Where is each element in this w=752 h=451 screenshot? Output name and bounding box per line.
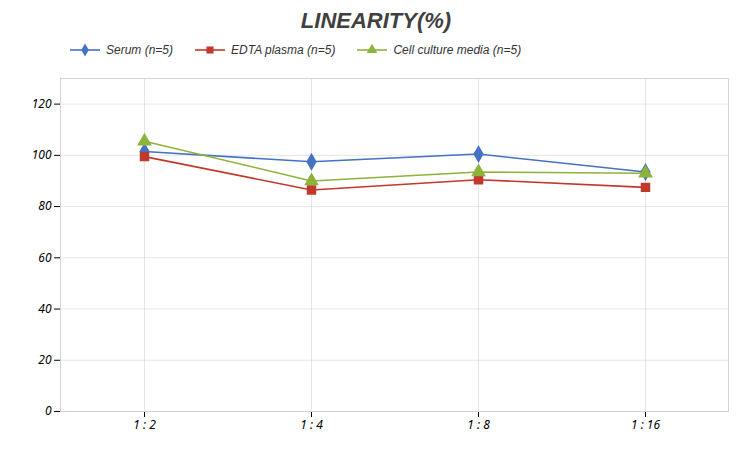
svg-text:60: 60 bbox=[38, 249, 52, 266]
svg-text:100: 100 bbox=[32, 146, 52, 163]
html-text:EDTA plasma (n=5): EDTA plasma (n=5) bbox=[231, 43, 336, 57]
svg-text:120: 120 bbox=[32, 95, 52, 112]
html-text:Cell culture media (n=5): Cell culture media (n=5) bbox=[393, 43, 522, 57]
svg-text:1 : 8: 1 : 8 bbox=[467, 416, 490, 433]
svg-text:1 : 4: 1 : 4 bbox=[300, 416, 323, 433]
svg-text:20: 20 bbox=[38, 351, 52, 368]
html-text:LINEARITY(%): LINEARITY(%) bbox=[300, 8, 452, 33]
svg-text:80: 80 bbox=[38, 197, 52, 214]
svg-text:1 : 16: 1 : 16 bbox=[631, 416, 661, 433]
svg-text:0: 0 bbox=[45, 402, 52, 419]
svg-text:40: 40 bbox=[38, 300, 52, 317]
html-text:Serum (n=5): Serum (n=5) bbox=[106, 43, 173, 57]
svg-text:1 : 2: 1 : 2 bbox=[133, 416, 156, 433]
